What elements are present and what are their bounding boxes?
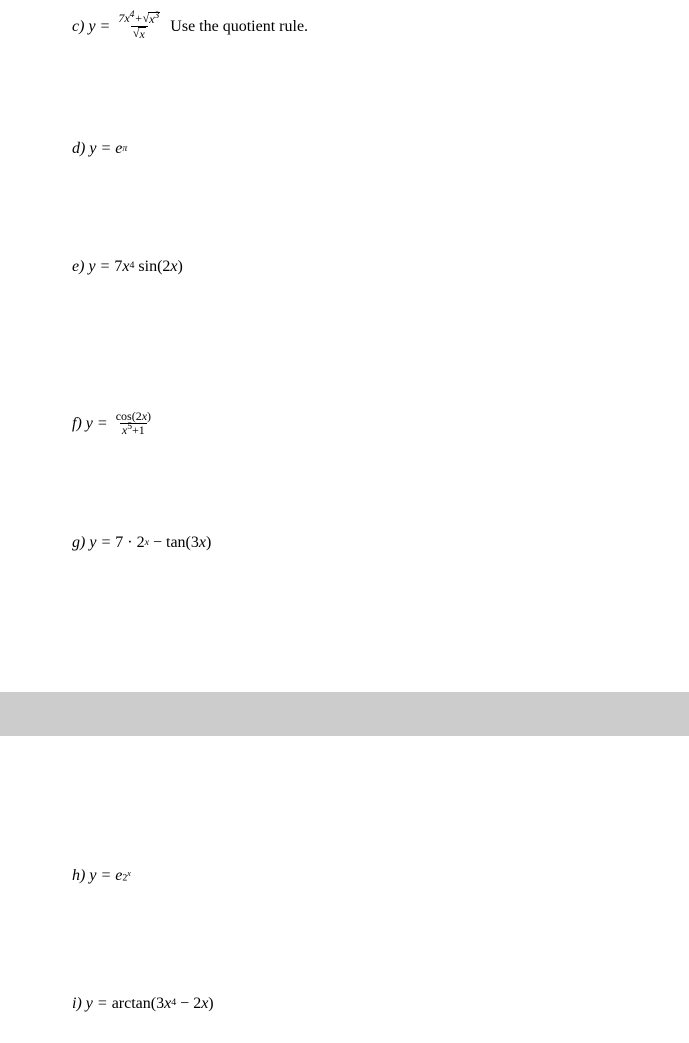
page-top-content: c) y = 7x4+√x3 √x Use the quotient rule.… (0, 0, 689, 692)
lhs: y (89, 533, 96, 552)
equals: = (93, 994, 112, 1013)
num-sqrt-exp: 3 (155, 10, 160, 21)
close-paren: ) (178, 257, 183, 276)
fraction: cos(2x) x5+1 (114, 410, 153, 437)
problem-f: f) y = cos(2x) x5+1 (72, 410, 649, 437)
page: c) y = 7x4+√x3 √x Use the quotient rule.… (0, 0, 689, 1043)
arg-var: x (170, 257, 177, 276)
a-v1: x (164, 994, 171, 1013)
problem-g: g) y = 7 · 2x − tan(3x) (72, 533, 649, 552)
a-c1: 3 (156, 994, 164, 1013)
problem-c: c) y = 7x4+√x3 √x Use the quotient rule. (72, 12, 649, 41)
a-v2: x (201, 994, 208, 1013)
func: arctan (112, 994, 151, 1013)
num-sqrt: √x3 (143, 12, 161, 26)
page-break-gap (0, 692, 689, 736)
page-bottom-content: h) y = e2x i) y = arctan(3x4 − 2x) (0, 736, 689, 1042)
base: e (115, 866, 122, 885)
minus: − (153, 533, 162, 552)
lhs: y (88, 17, 95, 36)
exp: 2x (122, 874, 130, 878)
a-c2: 2 (193, 994, 201, 1013)
den-sqrt-radicand: x (138, 27, 145, 41)
problem-g-expression: y = 7 · 2x − tan(3x) (89, 533, 211, 552)
var: x (122, 257, 129, 276)
equals: = (96, 533, 115, 552)
problem-e: e) y = 7x4 sin(2x) (72, 257, 649, 276)
a-op: − (180, 994, 189, 1013)
equals: = (96, 866, 115, 885)
func: sin (138, 257, 157, 276)
numerator: 7x4+√x3 (116, 12, 162, 26)
problem-f-expression: y = cos(2x) x5+1 (86, 410, 155, 437)
problem-i-label: i) (72, 994, 82, 1013)
base: e (115, 139, 122, 158)
den-sqrt: √x (133, 27, 146, 41)
fraction: 7x4+√x3 √x (116, 12, 162, 41)
problem-h: h) y = e2x (72, 866, 649, 885)
problem-h-label: h) (72, 866, 85, 885)
t1-coeff: 7 (115, 533, 123, 552)
problem-i: i) y = arctan(3x4 − 2x) (72, 994, 649, 1013)
problem-f-label: f) (72, 414, 82, 433)
den-tail: +1 (132, 423, 145, 437)
lhs: y (88, 257, 95, 276)
equals: = (93, 414, 112, 433)
denominator: x5+1 (120, 423, 147, 437)
t1-base: 2 (137, 533, 145, 552)
problem-i-expression: y = arctan(3x4 − 2x) (86, 994, 214, 1013)
problem-h-expression: y = e2x (89, 866, 131, 885)
denominator: √x (131, 26, 148, 41)
lhs: y (89, 139, 96, 158)
problem-d: d) y = eπ (72, 139, 649, 158)
problem-e-expression: y = 7x4 sin(2x) (88, 257, 182, 276)
problem-d-label: d) (72, 139, 85, 158)
problem-e-label: e) (72, 257, 84, 276)
problem-d-expression: y = eπ (89, 139, 127, 158)
equals: = (96, 139, 115, 158)
problem-c-expression: y = 7x4+√x3 √x Use the quotient rule. (88, 12, 308, 41)
numerator: cos(2x) (114, 410, 153, 423)
lhs: y (89, 866, 96, 885)
problem-g-label: g) (72, 533, 85, 552)
plus: + (134, 11, 142, 25)
lhs: y (86, 994, 93, 1013)
problem-c-label: c) (72, 17, 84, 36)
equals: = (96, 17, 115, 36)
equals: = (96, 257, 115, 276)
lhs: y (86, 414, 93, 433)
problem-c-instruction: Use the quotient rule. (170, 17, 308, 36)
t2-func: tan (166, 533, 186, 552)
